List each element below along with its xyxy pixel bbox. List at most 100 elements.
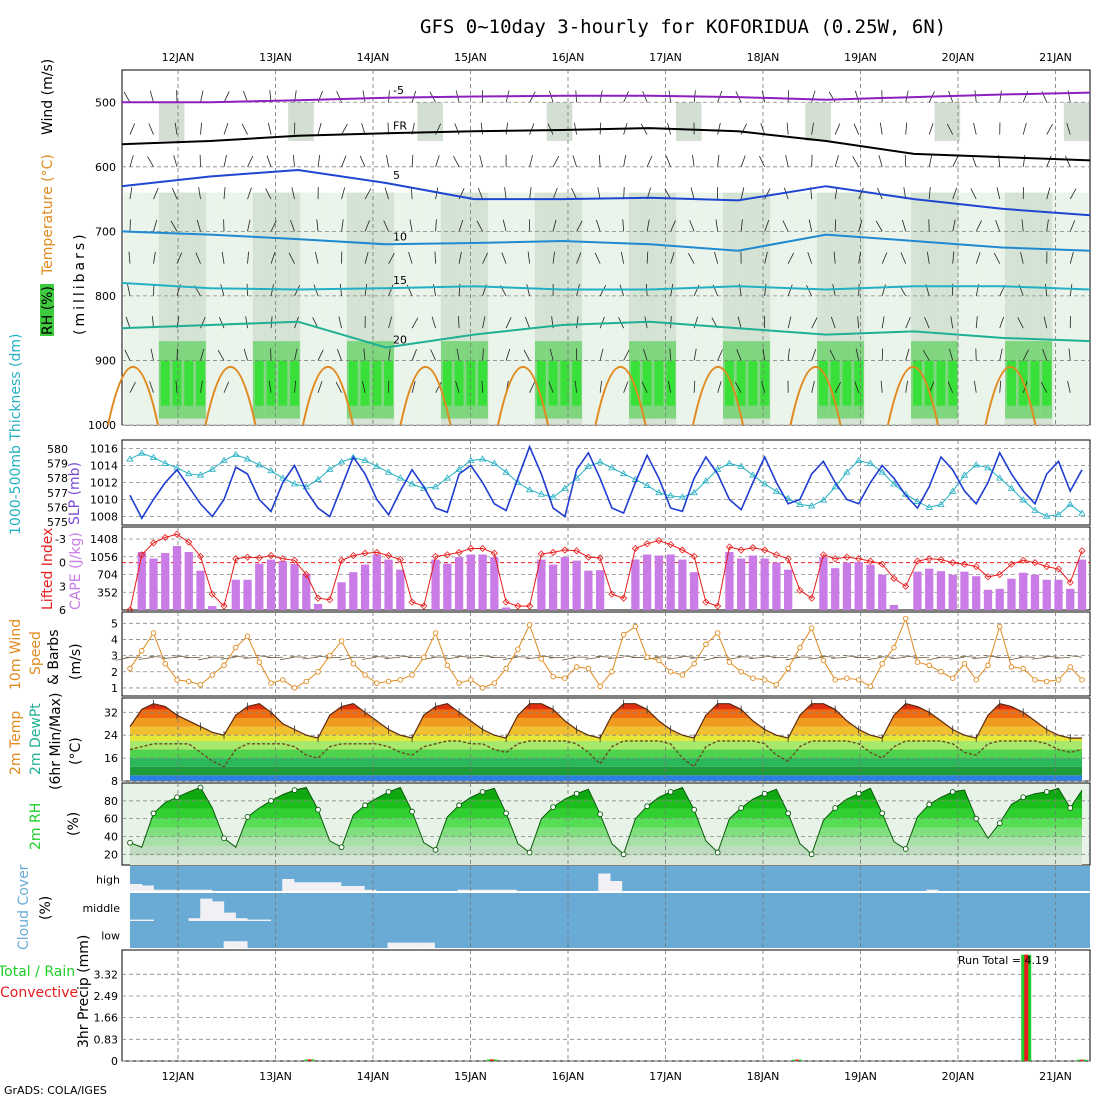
li-tick-label: 6: [59, 604, 66, 617]
wind-barb: [975, 220, 982, 232]
wind-speed-point: [867, 683, 874, 690]
wind-barb: [973, 122, 977, 135]
temp-band: [130, 735, 1082, 741]
cloud-bar: [317, 882, 330, 891]
thickness-point: [1007, 484, 1016, 491]
rh-point: [996, 820, 1003, 826]
dewpoint-line: [129, 740, 1083, 768]
wind-barb: [268, 380, 272, 393]
isotherm-line: [121, 230, 1091, 252]
surface-wind-barb: [772, 656, 789, 659]
wind-barb: [435, 155, 440, 167]
cloud-cover-panel: high middle low: [82, 866, 1090, 948]
temp-line: [129, 703, 1082, 739]
cloud-row-bg: [130, 921, 1090, 948]
wind-barb: [623, 187, 625, 200]
wind-barb: [970, 188, 977, 200]
thickness-point: [725, 459, 734, 466]
rh-band: [130, 827, 1082, 837]
li-point: [866, 557, 875, 565]
cape-bar: [995, 588, 1004, 610]
wind-barb: [717, 154, 720, 167]
temp-tick-label: 24: [104, 729, 118, 742]
cape-bar: [302, 573, 311, 610]
wind-barb: [834, 155, 839, 167]
li-point: [608, 590, 616, 598]
wind-speed-point: [938, 669, 944, 675]
upper-air-panel: 500 600 700 800 900 1000 -5 FR 5 10 15 20: [88, 69, 1091, 432]
surface-isotherm: [497, 365, 549, 426]
rh-shade: [936, 360, 946, 406]
temp2m-label-4: (°C): [68, 737, 84, 765]
rh2m-ylabel: 2m RH (%): [28, 803, 82, 850]
wind-barb: [482, 316, 486, 329]
wind-barb: [879, 122, 883, 135]
thickness-point: [608, 464, 616, 471]
rh-shade: [760, 360, 770, 406]
rh-shade: [499, 192, 513, 425]
surface-wind-barb: [926, 656, 942, 661]
li-tick-label: 3: [59, 580, 66, 593]
wind-barb: [1067, 380, 1071, 393]
li-line: [129, 533, 1083, 611]
wind-barb: [1022, 122, 1027, 135]
li-point: [972, 563, 980, 571]
li-point: [631, 544, 639, 553]
surface-wind-barb: [1042, 655, 1059, 658]
wind-barb: [740, 123, 747, 135]
isotherm-label: -5: [393, 84, 404, 97]
li-point: [396, 555, 404, 564]
rh-shade: [546, 102, 573, 141]
wind-barb: [1043, 316, 1048, 329]
wind-speed-point: [491, 680, 498, 686]
wind-barb: [552, 156, 560, 168]
wind-barb: [740, 155, 746, 167]
bottom-date-label: 12JAN: [162, 1070, 195, 1083]
surface-wind-barb: [503, 656, 518, 660]
wind-label: Wind (m/s): [40, 59, 56, 135]
cape-bar: [466, 554, 475, 610]
rh-point: [714, 849, 721, 856]
wind-barb: [811, 380, 815, 393]
wind-barb: [411, 317, 419, 329]
isotherm-label: 10: [393, 230, 407, 243]
wind-barb: [127, 284, 131, 296]
li-point: [667, 540, 675, 549]
rh-shade: [711, 192, 725, 425]
isotherm-line: [121, 282, 1091, 291]
wind-barb: [433, 284, 436, 296]
wind-barb: [247, 155, 254, 167]
wind-speed-point: [444, 662, 451, 669]
wind-barb: [905, 122, 908, 135]
wind-barb: [364, 251, 369, 264]
rh-shade: [948, 360, 958, 406]
wind-speed-point: [515, 646, 521, 652]
surface-wind-barb: [513, 656, 530, 658]
wind-speed-point: [573, 664, 580, 670]
rh-shade: [560, 360, 570, 406]
wind-barb: [1046, 155, 1052, 167]
slp-tick-label: 1008: [90, 511, 118, 524]
surface-wind-barb: [890, 656, 906, 660]
cloud-row-label: high: [96, 874, 120, 887]
cape-bar: [490, 557, 499, 610]
wind-barb: [1065, 155, 1071, 167]
cape-bar: [595, 570, 605, 610]
wind-speed-point: [891, 644, 897, 651]
thickness-point: [267, 466, 275, 474]
wind-speed-point: [597, 683, 603, 690]
cape-bar: [960, 571, 969, 610]
cape-bar: [184, 552, 193, 610]
li-point: [479, 544, 487, 553]
wind-barb: [902, 219, 907, 232]
wind10m-panel: 1 2 3 4 5: [111, 611, 1091, 697]
wind-barb: [926, 251, 930, 264]
wind-barb: [364, 188, 372, 200]
li-point: [960, 560, 969, 568]
rh-point: [691, 806, 697, 813]
thickness-point: [420, 484, 428, 491]
rh-shade: [196, 360, 205, 406]
rh-shade: [299, 192, 313, 425]
wind-barb: [267, 122, 272, 135]
thickness-point: [243, 455, 252, 462]
